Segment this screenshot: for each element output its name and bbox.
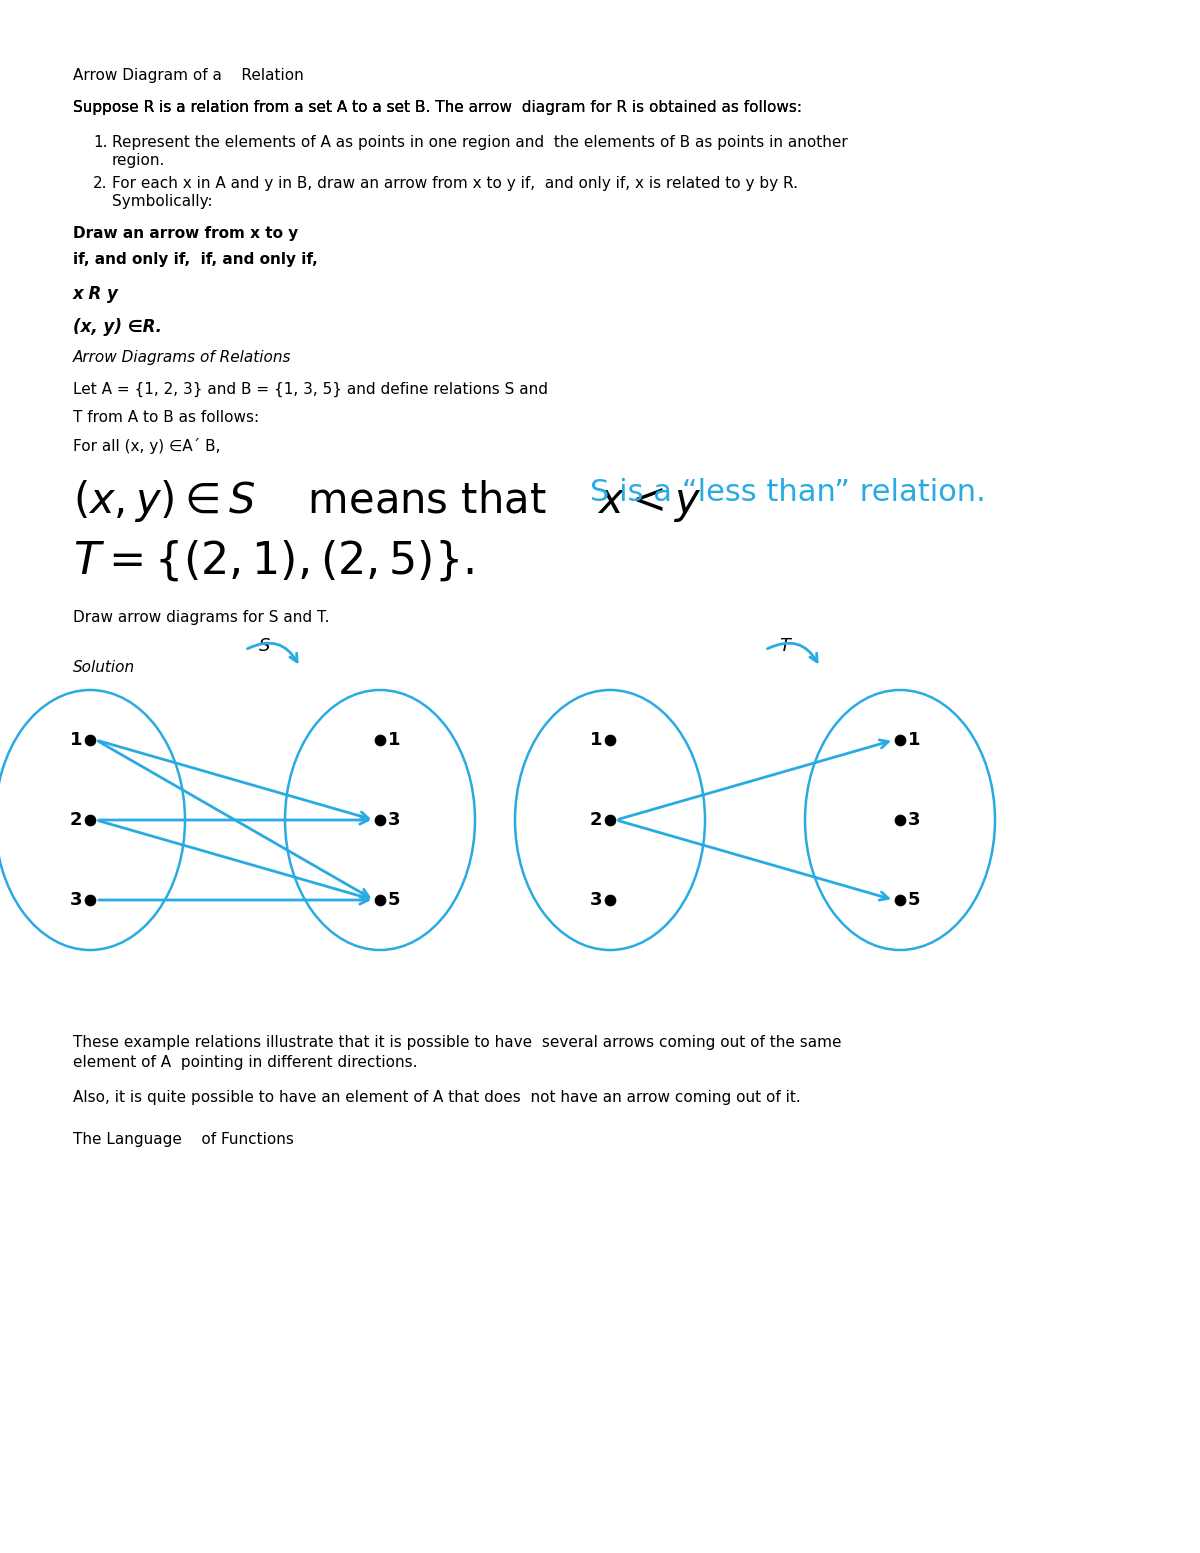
Text: region.: region. [112,154,166,168]
Text: 2: 2 [589,811,602,829]
Text: Also, it is quite possible to have an element of A that does  not have an arrow : Also, it is quite possible to have an el… [73,1090,800,1106]
Point [890,808,910,832]
Point [80,727,100,752]
Point [600,888,619,913]
Text: (x, y) ∈R.: (x, y) ∈R. [73,318,162,335]
Text: Draw arrow diagrams for S and T.: Draw arrow diagrams for S and T. [73,610,330,624]
Point [371,727,390,752]
Text: if, and only if,  if, and only if,: if, and only if, if, and only if, [73,252,318,267]
Text: 3: 3 [908,811,920,829]
Text: Suppose R is a relation from a set A to a set B. The arrow  diagram for R is obt: Suppose R is a relation from a set A to … [73,99,802,115]
Text: Suppose R is a relation from a set A to a set B. The arrow  diagram for R is obt: Suppose R is a relation from a set A to … [73,99,802,115]
Text: 3: 3 [589,891,602,909]
Text: For all (x, y) ∈A´ B,: For all (x, y) ∈A´ B, [73,438,221,453]
Text: Suppose R is a relation from a set A to a set B. The: Suppose R is a relation from a set A to … [73,99,469,115]
Text: x R y: x R y [73,286,119,303]
Text: The Language    of Functions: The Language of Functions [73,1132,294,1148]
Text: T: T [780,637,791,655]
Point [600,727,619,752]
Text: 2.: 2. [94,175,108,191]
Text: S is a “less than” relation.: S is a “less than” relation. [590,478,985,506]
Text: 5: 5 [908,891,920,909]
Text: For each x in A and y in B, draw an arrow from x to y if,  and only if, x is rel: For each x in A and y in B, draw an arro… [112,175,798,191]
Text: Solution: Solution [73,660,136,676]
Text: 1.: 1. [94,135,108,151]
Point [890,888,910,913]
Point [600,808,619,832]
Text: $(x, y) \in S$    means that    $x < y$: $(x, y) \in S$ means that $x < y$ [73,478,701,523]
Text: 1: 1 [70,731,82,749]
Text: T from A to B as follows:: T from A to B as follows: [73,410,259,426]
Point [371,888,390,913]
Text: S: S [259,637,271,655]
Text: 3: 3 [70,891,82,909]
Text: 5: 5 [388,891,401,909]
Text: $T = \{(2, 1), (2, 5)\}.$: $T = \{(2, 1), (2, 5)\}.$ [73,537,474,582]
Text: Arrow Diagrams of Relations: Arrow Diagrams of Relations [73,349,292,365]
Text: These example relations illustrate that it is possible to have  several arrows c: These example relations illustrate that … [73,1034,841,1050]
Text: 3: 3 [388,811,401,829]
Text: element of A  pointing in different directions.: element of A pointing in different direc… [73,1054,418,1070]
Text: Let A = {1, 2, 3} and B = {1, 3, 5} and define relations S and: Let A = {1, 2, 3} and B = {1, 3, 5} and … [73,382,548,398]
Point [80,888,100,913]
Point [80,808,100,832]
Point [371,808,390,832]
Text: 1: 1 [908,731,920,749]
Text: Arrow Diagram of a    Relation: Arrow Diagram of a Relation [73,68,304,82]
Point [890,727,910,752]
Text: Represent the elements of A as points in one region and  the elements of B as po: Represent the elements of A as points in… [112,135,847,151]
Text: 1: 1 [388,731,401,749]
Text: Symbolically:: Symbolically: [112,194,212,210]
Text: 2: 2 [70,811,82,829]
Text: Draw an arrow from x to y: Draw an arrow from x to y [73,227,299,241]
Text: 1: 1 [589,731,602,749]
